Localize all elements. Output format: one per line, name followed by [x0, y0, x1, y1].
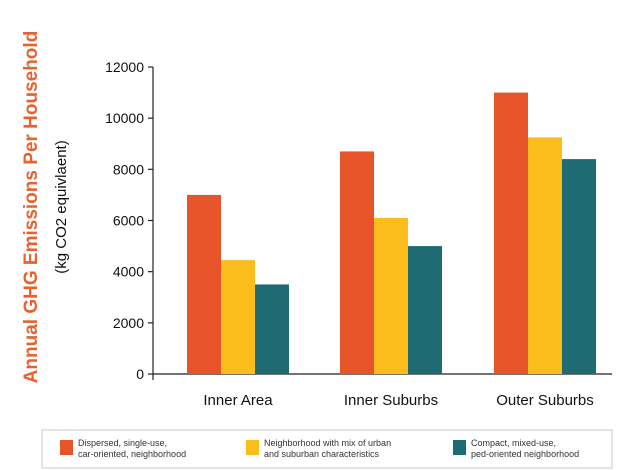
bar — [221, 260, 255, 374]
y-tick-label: 0 — [136, 366, 144, 382]
bar — [528, 137, 562, 374]
y-tick-label: 4000 — [113, 264, 144, 280]
bar — [562, 159, 596, 374]
bar — [187, 194, 221, 374]
bar — [374, 217, 408, 374]
x-category-label: Inner Suburbs — [344, 392, 438, 409]
y-tick-label: 2000 — [113, 315, 144, 331]
legend-label: Dispersed, single-use, — [78, 438, 167, 448]
bar — [255, 284, 289, 374]
y-tick-label: 10000 — [105, 110, 144, 126]
legend-swatch — [453, 440, 466, 455]
x-category-label: Inner Area — [203, 392, 273, 409]
bar — [340, 151, 374, 374]
y-axis-title-group: Annual GHG Emissions Per Household (kg CO… — [21, 31, 70, 384]
y-tick-label: 6000 — [113, 213, 144, 229]
bar — [494, 92, 528, 374]
legend-label: and suburban characteristics — [264, 449, 380, 459]
y-tick-label: 12000 — [105, 59, 144, 75]
legend-box — [41, 429, 613, 469]
y-tick-label: 8000 — [113, 161, 144, 177]
y-axis-unit: (kg CO2 equivlaent) — [53, 140, 70, 273]
legend-label: Neighborhood with mix of urban — [264, 438, 391, 448]
x-category-label: Outer Suburbs — [496, 392, 594, 409]
axes: 0 2000 4000 6000 8000 10000 12000 — [105, 59, 612, 382]
legend-label: ped-oriented neighborhood — [471, 449, 579, 459]
y-axis-title: Annual GHG Emissions Per Household — [21, 31, 42, 384]
legend-swatch — [246, 440, 259, 455]
category-labels: Inner Area Inner Suburbs Outer Suburbs — [203, 392, 593, 409]
bars — [187, 92, 596, 374]
bar — [408, 246, 442, 374]
legend-swatch — [60, 440, 73, 455]
legend: Dispersed, single-use,car-oriented, neig… — [41, 429, 613, 469]
legend-label: Compact, mixed-use, — [471, 438, 556, 448]
legend-label: car-oriented, neighborhood — [78, 449, 186, 459]
